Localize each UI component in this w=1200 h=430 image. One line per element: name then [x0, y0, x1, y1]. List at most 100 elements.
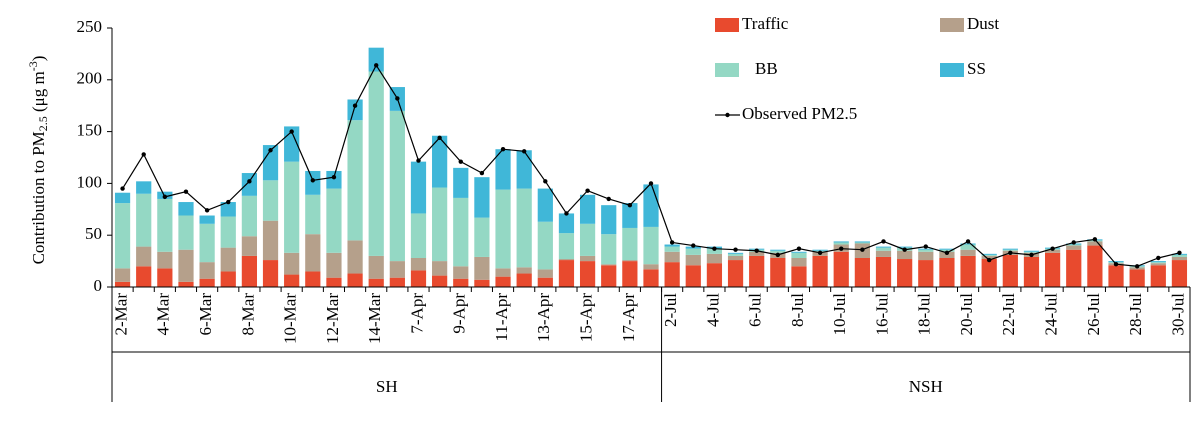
bar-segment — [284, 252, 300, 275]
legend-swatch — [940, 18, 964, 32]
bar-segment — [727, 260, 744, 287]
x-tick-label: 12-Mar — [323, 293, 342, 344]
bar-segment — [1066, 245, 1082, 250]
bar-segment — [389, 277, 405, 287]
observed-point — [606, 196, 611, 202]
bar-segment — [305, 271, 321, 287]
bar-segment — [643, 226, 659, 265]
bar-segment — [114, 281, 131, 287]
bar-segment — [241, 173, 258, 196]
bar-segment — [854, 241, 870, 243]
bar-segment — [918, 248, 934, 250]
bar-segment — [389, 110, 405, 262]
y-label-sub: 2.5 — [36, 116, 50, 131]
x-tick-label: 18-Jul — [915, 293, 934, 336]
observed-point — [183, 189, 189, 194]
bar-segment — [326, 170, 342, 189]
bar-segment — [432, 187, 448, 262]
bar-segment — [749, 251, 765, 256]
bar-segment — [727, 255, 744, 261]
bar-segment — [770, 250, 786, 253]
x-tick-label: 16-Jul — [872, 293, 891, 336]
bar-segment — [474, 279, 490, 287]
y-label-part: Contribution to PM — [29, 131, 48, 264]
observed-point — [754, 248, 759, 253]
observed-point — [817, 250, 823, 256]
observed-point — [881, 239, 886, 244]
observed-point — [500, 147, 506, 152]
x-tick-label: 15-Apr — [576, 293, 595, 342]
bar-segment — [918, 260, 934, 287]
bar-segment — [664, 262, 680, 287]
observed-point — [923, 244, 928, 249]
x-tick-label: 20-Jul — [957, 293, 976, 336]
bar-segment — [664, 244, 680, 247]
bar-segment — [432, 135, 448, 188]
observed-point — [965, 239, 971, 244]
bar-segment — [1108, 265, 1124, 287]
y-tick-label: 0 — [94, 276, 103, 295]
bar-segment — [495, 189, 511, 269]
observed-point — [120, 186, 125, 191]
y-label-part: (μg m — [29, 71, 48, 116]
x-tick-label: 7-Apr — [407, 293, 426, 334]
bar-segment — [833, 241, 849, 243]
legend-swatch — [715, 63, 739, 77]
bar-segment — [537, 269, 553, 278]
bar-segment — [262, 145, 279, 181]
y-label-part: ) — [29, 56, 48, 62]
bar-segment — [897, 246, 913, 248]
bar-segment — [495, 149, 511, 190]
observed-point — [1008, 250, 1013, 256]
bar-segment — [241, 236, 258, 256]
bar-segment — [1150, 265, 1166, 287]
bar-segment — [897, 250, 913, 260]
bar-segment — [558, 233, 575, 260]
bar-segment — [474, 256, 490, 280]
bar-segment — [368, 255, 384, 279]
bar-segment — [643, 269, 659, 287]
bar-segment — [114, 203, 131, 269]
bar-segment — [918, 251, 934, 261]
bar-segment — [1023, 256, 1040, 287]
bar-segment — [284, 161, 300, 253]
bar-segment — [685, 254, 701, 266]
x-tick-label: 24-Jul — [1042, 293, 1061, 336]
bar-segment — [664, 246, 680, 252]
bar-segment — [622, 227, 638, 261]
bar-segment — [157, 198, 173, 252]
x-tick-label: 11-Apr — [492, 293, 511, 342]
bar-segment — [305, 194, 321, 235]
bar-segment — [1002, 254, 1018, 287]
legend-swatch — [940, 63, 964, 77]
bar-segment — [1002, 248, 1018, 250]
bar-segment — [326, 277, 342, 287]
bar-segment — [875, 250, 892, 257]
bar-segment — [791, 252, 807, 258]
bar-segment — [1087, 245, 1103, 287]
group-label: SH — [376, 377, 398, 396]
bar-segment — [960, 244, 976, 250]
bar-segment — [579, 194, 596, 224]
bar-segment — [770, 249, 786, 251]
bar-segment — [178, 249, 194, 282]
legend-label: Observed PM2.5 — [742, 104, 857, 123]
x-tick-label: 2-Jul — [661, 293, 680, 327]
bar-segment — [326, 252, 342, 278]
y-tick-label: 50 — [85, 224, 102, 243]
bar-segment — [685, 248, 701, 255]
bar-segment — [178, 202, 194, 216]
bar-segment — [178, 215, 194, 250]
bar-segment — [643, 184, 659, 227]
bar-segment — [791, 251, 807, 253]
bar-segment — [262, 220, 279, 261]
bar-segment — [1087, 241, 1103, 246]
x-tick-label: 2-Mar — [111, 293, 130, 336]
bar-segment — [1023, 250, 1040, 252]
y-tick-label: 150 — [77, 121, 103, 140]
bar-segment — [516, 273, 532, 287]
observed-point — [521, 149, 527, 154]
observed-point — [1071, 240, 1076, 245]
bar-segment — [199, 223, 215, 263]
